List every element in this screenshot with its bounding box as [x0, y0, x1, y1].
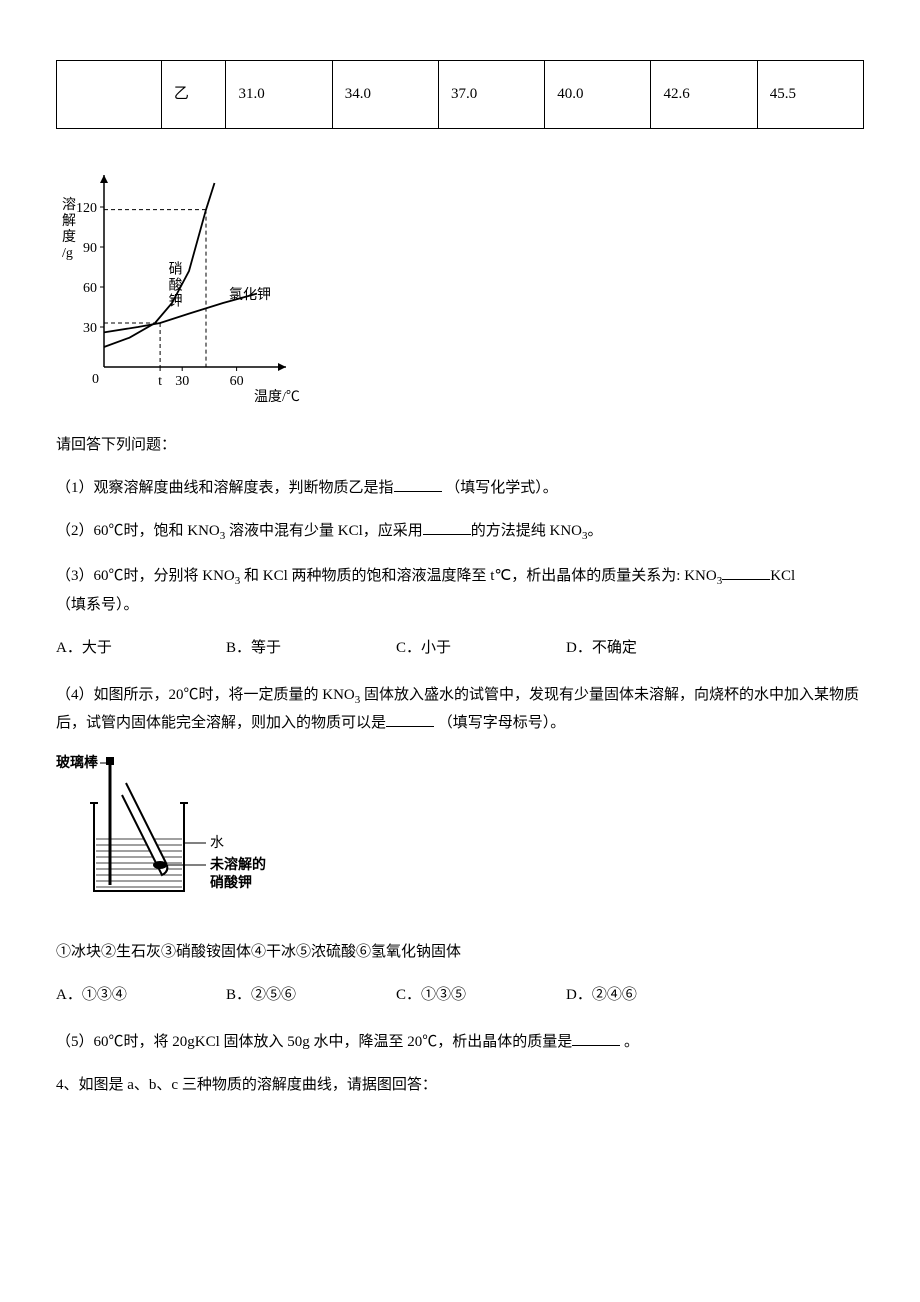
q5-suffix: 。 [624, 1034, 639, 1050]
blank [394, 476, 442, 492]
svg-text:水: 水 [210, 835, 224, 851]
option-a: A．①③④ [56, 982, 226, 1009]
q2-tail: 。 [588, 523, 603, 539]
svg-text:未溶解的: 未溶解的 [210, 856, 266, 873]
svg-text:60: 60 [83, 281, 97, 296]
question-2: （2）60℃时，饱和 KNO3 溶液中混有少量 KCl，应采用的方法提纯 KNO… [56, 518, 864, 547]
svg-text:0: 0 [92, 372, 99, 387]
q3-line2: （填系号）。 [56, 597, 139, 613]
svg-text:硝酸钾: 硝酸钾 [210, 874, 252, 891]
svg-text:t: t [158, 374, 162, 389]
q5-prefix: （5）60℃时，将 20gKCl 固体放入 50g 水中，降温至 20℃，析出晶… [56, 1034, 572, 1050]
question-5: （5）60℃时，将 20gKCl 固体放入 50g 水中，降温至 20℃，析出晶… [56, 1029, 864, 1056]
q1-suffix: （填写化学式）。 [445, 480, 558, 496]
svg-text:度: 度 [62, 229, 76, 245]
solubility-table: 乙 31.0 34.0 37.0 40.0 42.6 45.5 [56, 60, 864, 129]
option-c: C．①③⑤ [396, 982, 566, 1009]
cell: 45.5 [757, 61, 863, 129]
table-row: 乙 31.0 34.0 37.0 40.0 42.6 45.5 [57, 61, 864, 129]
svg-text:玻璃棒: 玻璃棒 [56, 754, 99, 771]
blank [722, 564, 770, 580]
option-b: B．等于 [226, 635, 396, 662]
q2-suffix: 的方法提纯 KNO [471, 523, 582, 539]
q1-prefix: （1）观察溶解度曲线和溶解度表，判断物质乙是指 [56, 480, 394, 496]
q3-a: （3）60℃时，分别将 KNO [56, 568, 235, 584]
option-d: D．②④⑥ [566, 982, 736, 1009]
svg-text:/g: /g [62, 246, 73, 261]
q3-options: A．大于 B．等于 C．小于 D．不确定 [56, 635, 864, 662]
question-1: （1）观察溶解度曲线和溶解度表，判断物质乙是指 （填写化学式）。 [56, 475, 864, 502]
option-b: B．②⑤⑥ [226, 982, 396, 1009]
svg-text:30: 30 [175, 374, 189, 389]
svg-text:90: 90 [83, 241, 97, 256]
svg-text:钾: 钾 [169, 294, 183, 310]
intro-text: 请回答下列问题： [56, 432, 864, 459]
q2-prefix: （2）60℃时，饱和 KNO [56, 523, 220, 539]
q3-c: KCl [770, 568, 795, 584]
q4-a: （4）如图所示，20℃时，将一定质量的 KNO [56, 687, 355, 703]
q3-b: 和 KCl 两种物质的饱和溶液温度降至 t℃，析出晶体的质量关系为: KNO [240, 568, 716, 584]
option-c: C．小于 [396, 635, 566, 662]
blank [572, 1030, 620, 1046]
blank [386, 711, 434, 727]
svg-text:60: 60 [230, 374, 244, 389]
q2-mid: 溶液中混有少量 KCl，应采用 [225, 523, 423, 539]
cell: 42.6 [651, 61, 757, 129]
cell: 40.0 [545, 61, 651, 129]
cell: 31.0 [226, 61, 332, 129]
cell: 34.0 [332, 61, 438, 129]
svg-text:温度/℃: 温度/℃ [254, 389, 300, 402]
q4-substances: ①冰块②生石灰③硝酸铵固体④干冰⑤浓硫酸⑥氢氧化钠固体 [56, 939, 864, 966]
blank [423, 519, 471, 535]
option-a: A．大于 [56, 635, 226, 662]
svg-text:氯化钾: 氯化钾 [229, 287, 271, 303]
q4-c: （填写字母标号）。 [438, 715, 566, 731]
question-4: （4）如图所示，20℃时，将一定质量的 KNO3 固体放入盛水的试管中，发现有少… [56, 682, 864, 738]
svg-text:溶: 溶 [62, 197, 76, 213]
svg-text:解: 解 [62, 213, 76, 229]
q4-options: A．①③④ B．②⑤⑥ C．①③⑤ D．②④⑥ [56, 982, 864, 1009]
svg-text:硝: 硝 [169, 262, 183, 278]
svg-text:酸: 酸 [169, 278, 183, 294]
beaker-diagram: 玻璃棒水未溶解的硝酸钾 [56, 753, 864, 923]
next-question: 4、如图是 a、b、c 三种物质的溶解度曲线，请据图回答： [56, 1072, 864, 1099]
cell: 37.0 [438, 61, 544, 129]
row-label: 乙 [161, 61, 226, 129]
svg-text:30: 30 [83, 321, 97, 336]
option-d: D．不确定 [566, 635, 736, 662]
question-3: （3）60℃时，分别将 KNO3 和 KCl 两种物质的饱和溶液温度降至 t℃，… [56, 563, 864, 619]
solubility-chart: 30 60 90 120溶解度/g 0 t 30 60 温度/℃ 硝酸钾 氯化钾 [56, 157, 864, 412]
svg-text:120: 120 [76, 201, 97, 216]
